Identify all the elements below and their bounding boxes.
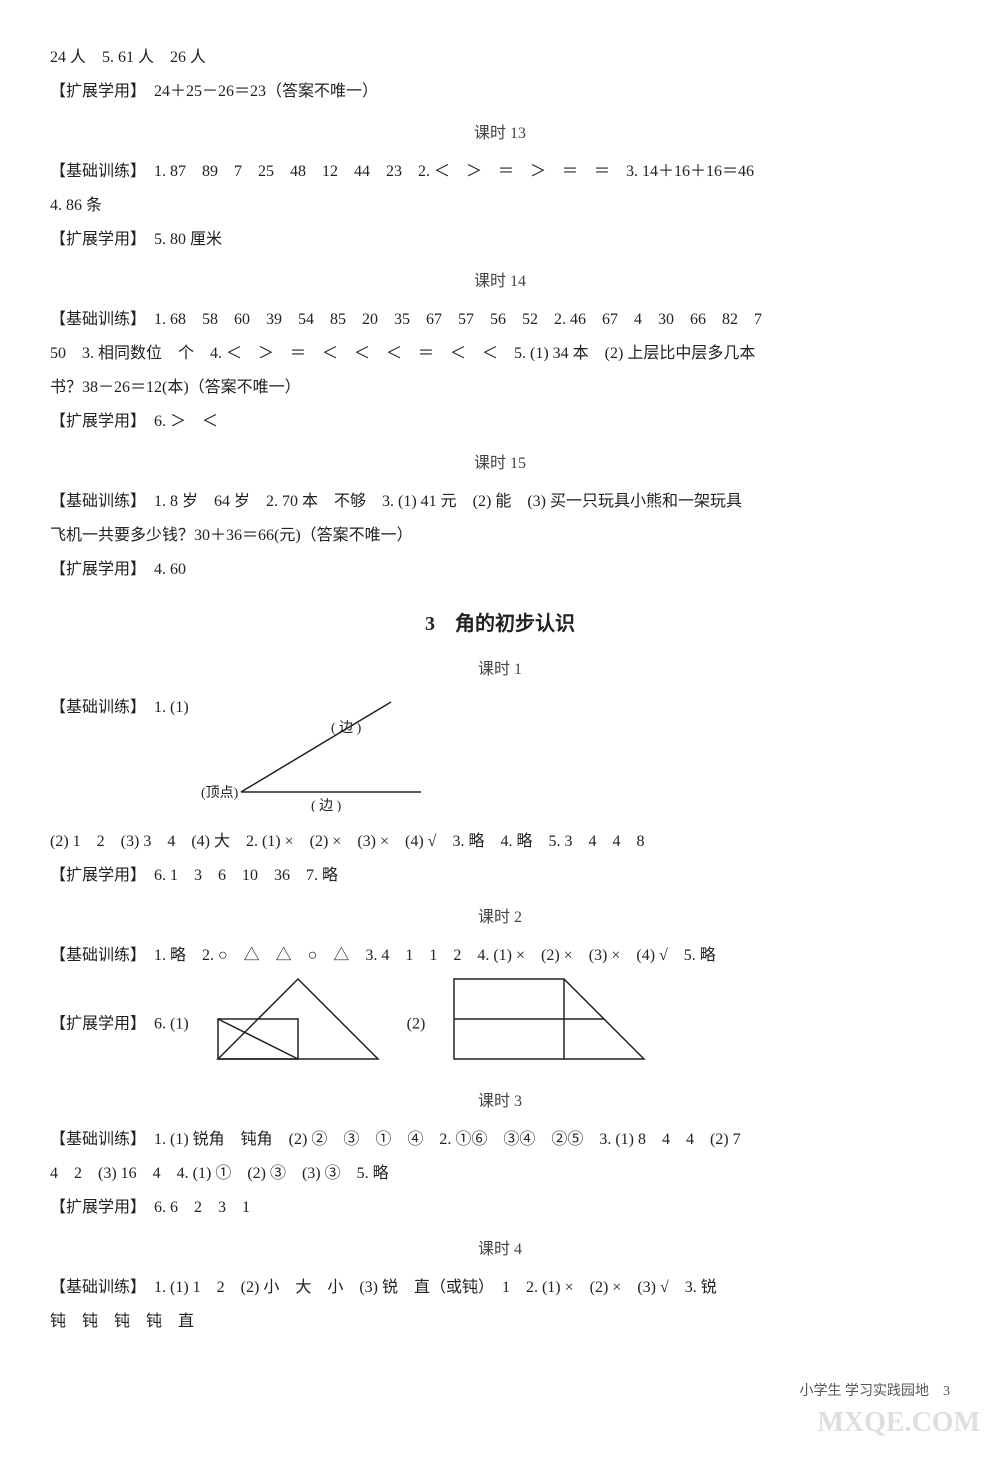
subheading-keshi15: 课时 15 [50,448,950,480]
text-line: 【扩展学用】 6. 1 3 6 10 36 7. 略 [50,860,950,892]
text-line: 钝 钝 钝 钝 直 [50,1306,950,1338]
text-line: 飞机一共要多少钱？30＋36＝66(元)（答案不唯一） [50,520,950,552]
text-line: 【基础训练】 1. 8 岁 64 岁 2. 70 本 不够 3. (1) 41 … [50,486,950,518]
text-line: 【扩展学用】 6. ＞ ＜ [50,406,950,438]
shape-2 [449,974,649,1076]
page-footer: 小学生 学习实践园地 3 [50,1378,950,1406]
vertex-label: (顶点) [201,785,239,801]
shape-1 [213,974,383,1076]
mid-label: (2) [407,1016,426,1033]
text-line: 24 人 5. 61 人 26 人 [50,42,950,74]
text-line: 【基础训练】 1. (1) 锐角 钝角 (2) ② ③ ① ④ 2. ①⑥ ③④… [50,1124,950,1156]
subheading-s3k3: 课时 3 [50,1086,950,1118]
angle-edge-top [241,702,391,792]
inner-diagonal [218,1019,298,1059]
section-title: 3 角的初步认识 [50,604,950,644]
text-line-with-figures: 【扩展学用】 6. (1) (2) [50,974,950,1076]
text-line: 【基础训练】 1. (1) 1 2 (2) 小 大 小 (3) 锐 直（或钝） … [50,1272,950,1304]
lead-text: 【基础训练】 1. (1) [50,699,189,716]
angle-diagram: (顶点) ( 边 ) ( 边 ) [201,692,461,824]
text-line: 【扩展学用】 24＋25－26＝23（答案不唯一） [50,76,950,108]
text-line: 4. 86 条 [50,190,950,222]
subheading-s3k4: 课时 4 [50,1234,950,1266]
subheading-keshi14: 课时 14 [50,266,950,298]
subheading-s3k1: 课时 1 [50,654,950,686]
edge-label-bottom: ( 边 ) [311,798,342,812]
subheading-keshi13: 课时 13 [50,118,950,150]
footer-text: 小学生 学习实践园地 [800,1384,930,1399]
text-line: 【基础训练】 1. 略 2. ○ △ △ ○ △ 3. 4 1 1 2 4. (… [50,940,950,972]
text-line: 【扩展学用】 5. 80 厘米 [50,224,950,256]
text-line: 【扩展学用】 4. 60 [50,554,950,586]
text-line: (2) 1 2 (3) 3 4 (4) 大 2. (1) × (2) × (3)… [50,826,950,858]
page-number: 3 [943,1384,950,1399]
text-line: 书？38－26＝12(本)（答案不唯一） [50,372,950,404]
text-line: 50 3. 相同数位 个 4. ＜ ＞ ＝ ＜ ＜ ＜ ＝ ＜ ＜ 5. (1)… [50,338,950,370]
text-line: 【基础训练】 1. 87 89 7 25 48 12 44 23 2. ＜ ＞ … [50,156,950,188]
edge-label-top: ( 边 ) [331,720,362,736]
text-line: 【基础训练】 1. 68 58 60 39 54 85 20 35 67 57 … [50,304,950,336]
text-line: 【扩展学用】 6. 6 2 3 1 [50,1192,950,1224]
text-line: 4 2 (3) 16 4 4. (1) ① (2) ③ (3) ③ 5. 略 [50,1158,950,1190]
text-line-with-figure: 【基础训练】 1. (1) (顶点) ( 边 ) ( 边 ) [50,692,950,824]
lead-text: 【扩展学用】 6. (1) [50,1016,189,1033]
subheading-s3k2: 课时 2 [50,902,950,934]
